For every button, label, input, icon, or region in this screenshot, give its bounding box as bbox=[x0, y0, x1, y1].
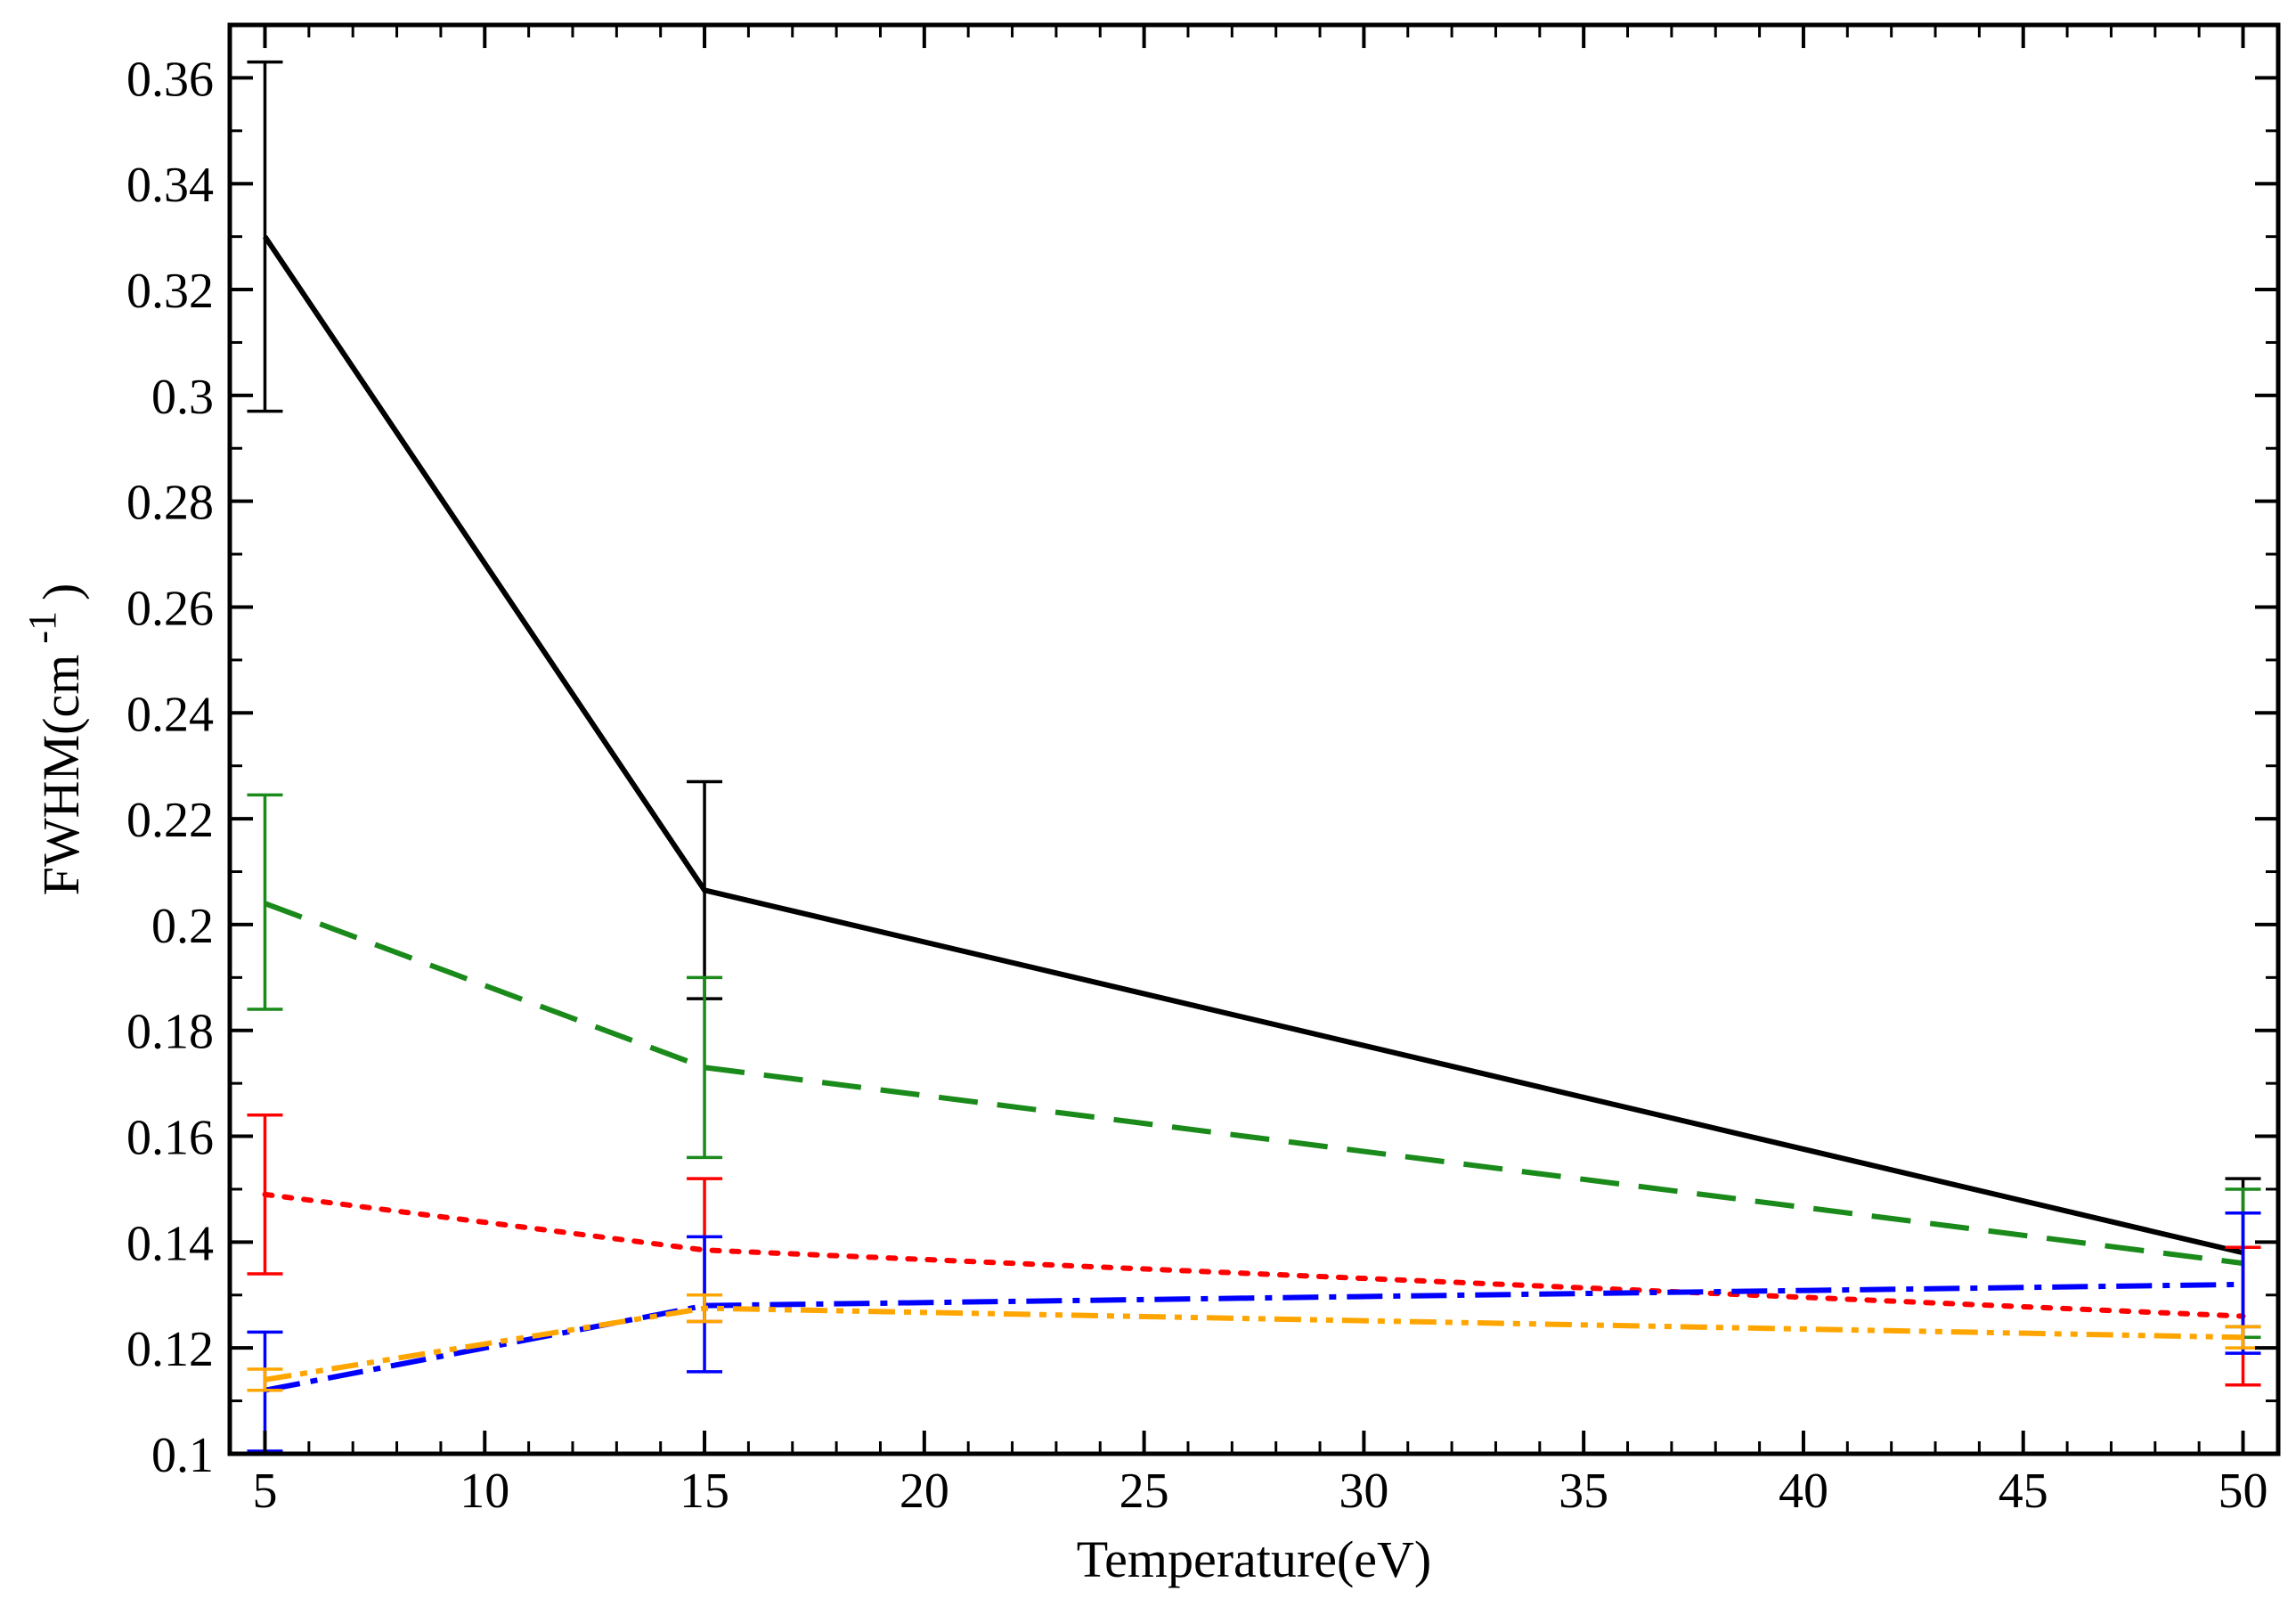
y-tick-label: 0.26 bbox=[126, 581, 214, 636]
y-tick-label: 0.2 bbox=[151, 899, 214, 954]
x-tick-label: 50 bbox=[2219, 1464, 2268, 1519]
y-axis-title-main: FWHM(cm bbox=[32, 655, 90, 896]
y-axis-title-suffix: ) bbox=[32, 583, 90, 600]
series-3 bbox=[247, 1113, 2261, 1387]
series-5 bbox=[247, 1293, 2261, 1392]
x-tick-label: 30 bbox=[1339, 1464, 1388, 1519]
y-tick-label: 0.12 bbox=[126, 1322, 214, 1377]
x-tick-label: 20 bbox=[900, 1464, 949, 1519]
series-line bbox=[264, 901, 2243, 1267]
series-layer bbox=[247, 60, 2261, 1453]
y-axis-title: FWHM(cm -1) bbox=[20, 583, 90, 896]
y-tick-label: 0.16 bbox=[126, 1111, 214, 1166]
x-axis-title: Temperature(eV) bbox=[1077, 1530, 1431, 1588]
series-2 bbox=[247, 793, 2261, 1340]
y-tick-label: 0.1 bbox=[151, 1428, 214, 1483]
y-tick-label: 0.3 bbox=[151, 370, 214, 425]
plot-frame bbox=[227, 22, 2281, 1456]
y-tick-label: 0.14 bbox=[126, 1216, 214, 1271]
x-tick-label: 35 bbox=[1559, 1464, 1608, 1519]
y-tick-label: 0.28 bbox=[126, 476, 214, 531]
y-tick-label: 0.36 bbox=[126, 52, 214, 107]
x-tick-label: 40 bbox=[1779, 1464, 1828, 1519]
axes: 5 10 15 20 25 30 35 40 45 50 0.1 0.12 0.14 0.16 0.18 0.… bbox=[126, 23, 2278, 1519]
y-tick-label: 0.32 bbox=[126, 264, 214, 319]
y-axis-title-superscript: -1 bbox=[20, 611, 64, 644]
series-line bbox=[265, 1305, 2243, 1383]
series-line bbox=[262, 234, 2244, 1256]
y-tick-label: 0.24 bbox=[126, 687, 214, 742]
x-tick-label: 10 bbox=[460, 1464, 509, 1519]
x-tick-label: 5 bbox=[252, 1464, 277, 1519]
y-tick-label: 0.34 bbox=[126, 158, 214, 213]
y-tick-label: 0.18 bbox=[126, 1005, 214, 1060]
x-tick-label: 25 bbox=[1120, 1464, 1169, 1519]
series-line bbox=[264, 1281, 2243, 1393]
x-tick-label: 45 bbox=[1999, 1464, 2048, 1519]
series-line bbox=[262, 1191, 2246, 1319]
y-tick-label: 0.22 bbox=[126, 793, 214, 848]
x-tick-label: 15 bbox=[680, 1464, 729, 1519]
